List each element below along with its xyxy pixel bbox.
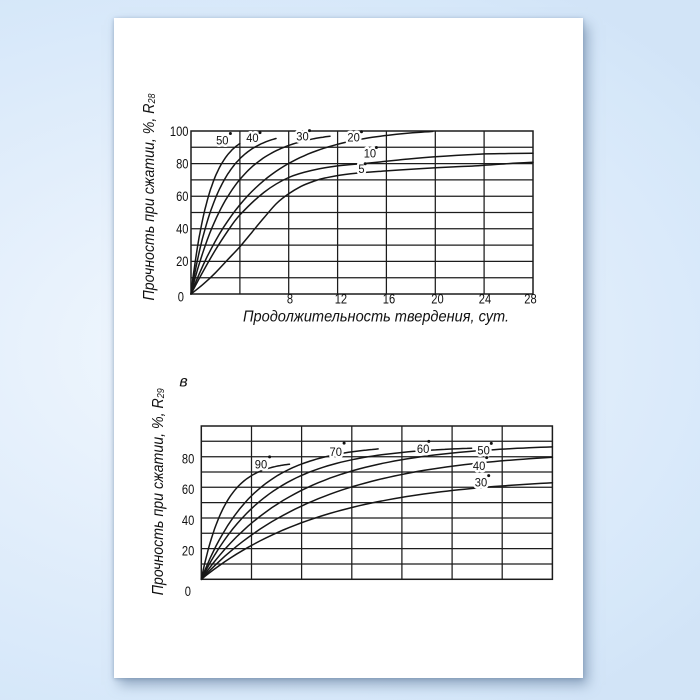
svg-text:24: 24 bbox=[479, 291, 492, 306]
svg-text:20: 20 bbox=[182, 544, 194, 559]
svg-text:80: 80 bbox=[176, 156, 188, 171]
svg-text:30: 30 bbox=[475, 476, 488, 490]
svg-text:28: 28 bbox=[524, 291, 536, 306]
svg-text:0: 0 bbox=[185, 584, 191, 599]
svg-text:40: 40 bbox=[176, 222, 188, 237]
svg-text:Продолжительность твердения, с: Продолжительность твердения, сут. bbox=[243, 309, 509, 326]
svg-text:60: 60 bbox=[182, 482, 194, 497]
svg-text:100: 100 bbox=[170, 124, 189, 139]
svg-text:60: 60 bbox=[176, 189, 188, 204]
svg-text:Прочность при сжатии, %, R29: Прочность при сжатии, %, R29 bbox=[150, 388, 167, 595]
svg-text:30: 30 bbox=[296, 130, 309, 144]
svg-text:20: 20 bbox=[431, 291, 443, 306]
svg-text:40: 40 bbox=[182, 513, 194, 528]
svg-text:0: 0 bbox=[178, 290, 184, 305]
svg-text:70: 70 bbox=[330, 445, 343, 459]
svg-text:40: 40 bbox=[246, 131, 259, 145]
svg-text:80: 80 bbox=[182, 452, 194, 467]
svg-text:10: 10 bbox=[364, 146, 377, 160]
svg-text:5: 5 bbox=[358, 162, 364, 176]
svg-text:60: 60 bbox=[417, 442, 430, 456]
svg-text:20: 20 bbox=[347, 131, 360, 145]
svg-text:40: 40 bbox=[473, 459, 486, 473]
svg-text:в: в bbox=[179, 374, 187, 391]
svg-text:90: 90 bbox=[255, 457, 268, 471]
svg-text:12: 12 bbox=[335, 291, 347, 306]
svg-text:Прочность при сжатии, %, R28: Прочность при сжатии, %, R28 bbox=[141, 93, 158, 300]
svg-text:50: 50 bbox=[477, 444, 490, 458]
svg-text:20: 20 bbox=[176, 254, 188, 269]
svg-text:50: 50 bbox=[216, 133, 229, 147]
svg-text:16: 16 bbox=[383, 291, 395, 306]
svg-text:8: 8 bbox=[287, 291, 293, 306]
